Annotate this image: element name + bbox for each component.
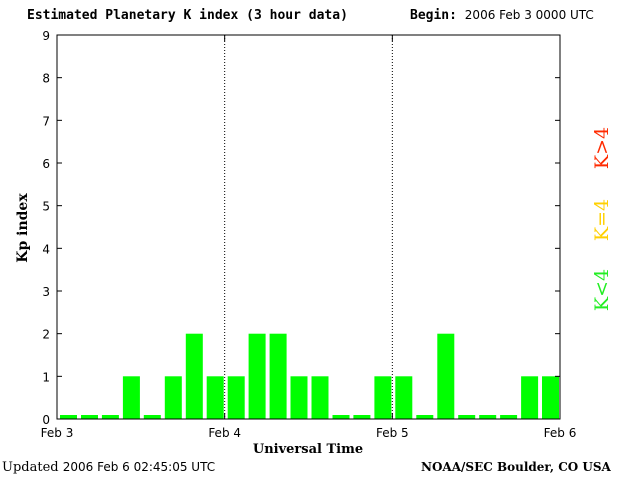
kp-bar <box>437 333 455 419</box>
kp-bar <box>269 333 287 419</box>
x-axis-label: Universal Time <box>253 442 363 457</box>
y-tick-label: 3 <box>42 285 50 299</box>
kp-bar <box>521 376 539 419</box>
x-tick-label: Feb 5 <box>376 426 409 440</box>
kp-bar <box>290 376 308 419</box>
y-tick-label: 7 <box>42 114 50 128</box>
legend-item: K>4 <box>591 127 613 169</box>
x-tick-label: Feb 6 <box>544 426 577 440</box>
begin-block: Begin: 2006 Feb 3 0000 UTC <box>410 8 594 23</box>
legend-item: K=4 <box>591 199 613 241</box>
updated-block: Updated 2006 Feb 6 02:45:05 UTC <box>2 460 215 475</box>
kp-bar <box>353 415 371 419</box>
chart-title: Estimated Planetary K index (3 hour data… <box>27 8 348 23</box>
day-divider-lines <box>224 35 393 419</box>
kp-bar <box>206 376 224 419</box>
x-axis: Feb 3 Feb 4 Feb 5 Feb 6 <box>41 35 577 440</box>
begin-label: Begin: <box>410 8 457 23</box>
y-tick-label: 8 <box>42 72 50 86</box>
kp-bar <box>332 415 350 419</box>
updated-value: 2006 Feb 6 02:45:05 UTC <box>62 460 216 474</box>
y-axis-label: Kp index <box>15 193 31 263</box>
kp-bar <box>542 376 559 419</box>
y-tick-label: 2 <box>42 328 50 342</box>
kp-bar <box>122 376 140 419</box>
kp-bar <box>143 415 161 419</box>
x-tick-label: Feb 3 <box>41 426 74 440</box>
kp-bar <box>227 376 245 419</box>
updated-label: Updated <box>2 460 59 475</box>
kp-bar <box>479 415 497 419</box>
kp-bar <box>416 415 434 419</box>
kp-bar <box>500 415 518 419</box>
credit-text: NOAA/SEC Boulder, CO USA <box>421 460 611 474</box>
kp-bar <box>395 376 413 419</box>
y-tick-label: 1 <box>42 370 50 384</box>
x-tick-label: Feb 4 <box>208 426 241 440</box>
begin-value: 2006 Feb 3 0000 UTC <box>464 8 594 22</box>
kp-bar <box>248 333 266 419</box>
y-axis: 0 1 2 3 4 5 6 7 8 9 <box>42 29 560 427</box>
kp-bar <box>311 376 329 419</box>
kp-bar <box>374 376 392 419</box>
y-tick-label: 0 <box>42 413 50 427</box>
legend: K>4 K=4 K<4 <box>591 127 613 311</box>
y-tick-label: 9 <box>42 29 50 43</box>
kp-bar <box>185 333 203 419</box>
kp-bar <box>458 415 476 419</box>
y-tick-label: 6 <box>42 157 50 171</box>
bar-group <box>60 333 559 419</box>
kp-bar <box>164 376 182 419</box>
kp-bar <box>60 415 77 419</box>
kp-bar <box>101 415 119 419</box>
kp-bar <box>81 415 98 419</box>
y-tick-label: 5 <box>42 200 50 214</box>
legend-item: K<4 <box>591 269 613 311</box>
plot-frame <box>56 34 561 420</box>
y-tick-label: 4 <box>42 242 50 256</box>
